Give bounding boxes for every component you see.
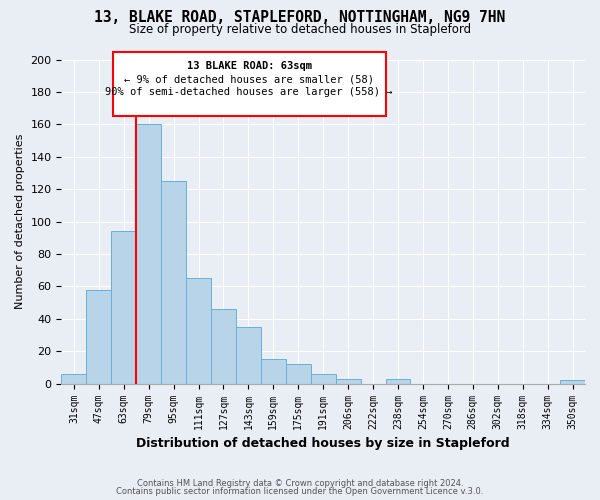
- Bar: [236, 327, 261, 384]
- Bar: [335, 379, 361, 384]
- Bar: [61, 374, 86, 384]
- FancyBboxPatch shape: [113, 52, 386, 116]
- Text: Contains HM Land Registry data © Crown copyright and database right 2024.: Contains HM Land Registry data © Crown c…: [137, 478, 463, 488]
- Text: 13, BLAKE ROAD, STAPLEFORD, NOTTINGHAM, NG9 7HN: 13, BLAKE ROAD, STAPLEFORD, NOTTINGHAM, …: [94, 10, 506, 25]
- Text: ← 9% of detached houses are smaller (58): ← 9% of detached houses are smaller (58): [124, 74, 374, 84]
- Bar: [161, 181, 186, 384]
- Bar: [560, 380, 585, 384]
- Bar: [136, 124, 161, 384]
- Bar: [86, 290, 111, 384]
- Bar: [261, 360, 286, 384]
- Text: 13 BLAKE ROAD: 63sqm: 13 BLAKE ROAD: 63sqm: [187, 61, 311, 71]
- Y-axis label: Number of detached properties: Number of detached properties: [15, 134, 25, 310]
- Text: 90% of semi-detached houses are larger (558) →: 90% of semi-detached houses are larger (…: [105, 87, 393, 97]
- Text: Size of property relative to detached houses in Stapleford: Size of property relative to detached ho…: [129, 22, 471, 36]
- X-axis label: Distribution of detached houses by size in Stapleford: Distribution of detached houses by size …: [136, 437, 510, 450]
- Text: Contains public sector information licensed under the Open Government Licence v.: Contains public sector information licen…: [116, 488, 484, 496]
- Bar: [311, 374, 335, 384]
- Bar: [186, 278, 211, 384]
- Bar: [386, 379, 410, 384]
- Bar: [286, 364, 311, 384]
- Bar: [111, 232, 136, 384]
- Bar: [211, 309, 236, 384]
